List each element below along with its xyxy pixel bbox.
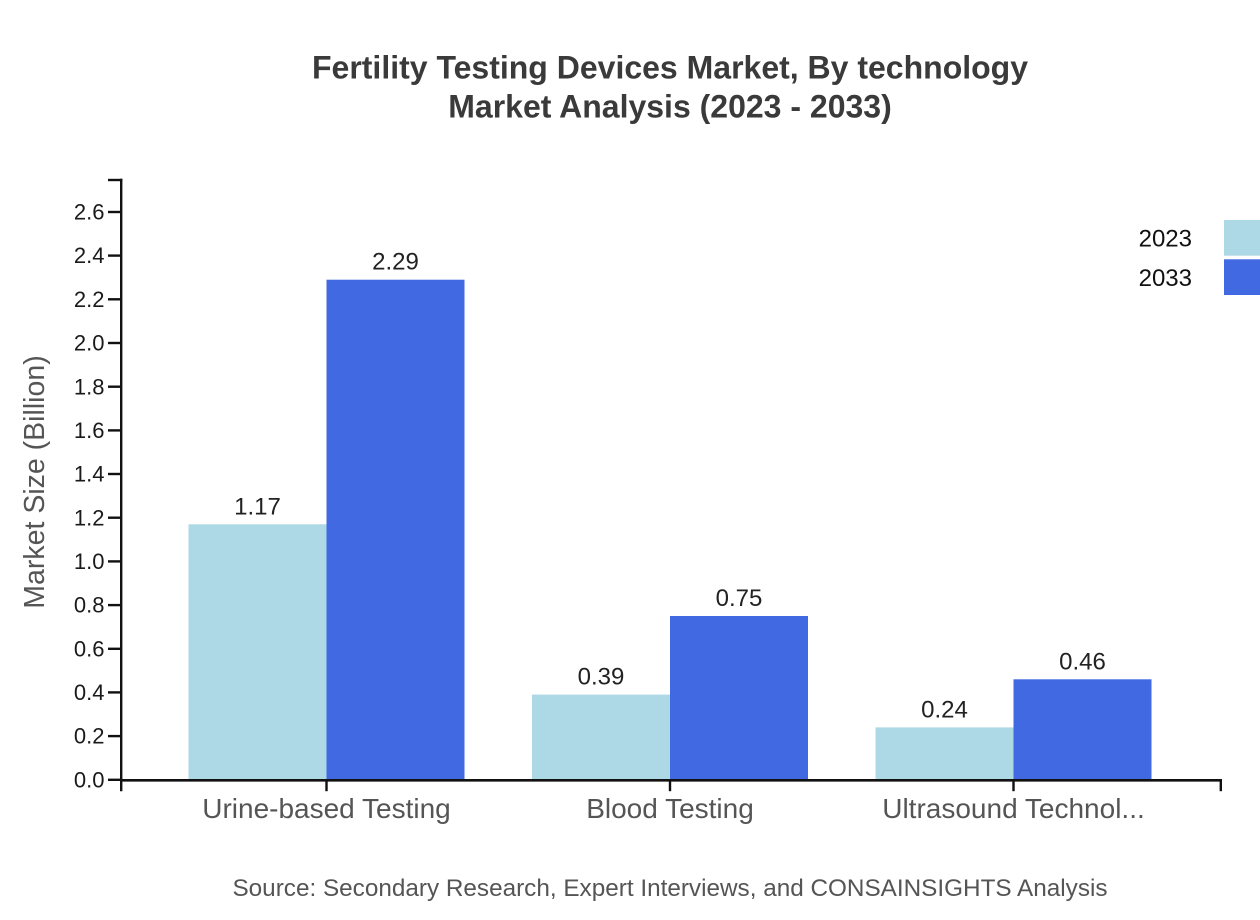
svg-text:2.29: 2.29 xyxy=(372,249,419,276)
svg-text:2.4: 2.4 xyxy=(74,243,105,268)
svg-text:2.2: 2.2 xyxy=(74,287,105,312)
svg-text:0.75: 0.75 xyxy=(716,585,763,612)
svg-text:2.6: 2.6 xyxy=(74,200,105,225)
svg-text:Market Analysis (2023 - 2033): Market Analysis (2023 - 2033) xyxy=(448,89,892,125)
svg-text:2.0: 2.0 xyxy=(74,331,105,356)
svg-text:1.4: 1.4 xyxy=(74,462,105,487)
svg-text:Blood Testing: Blood Testing xyxy=(586,793,754,824)
svg-text:0.39: 0.39 xyxy=(578,664,625,691)
svg-text:0.6: 0.6 xyxy=(74,636,105,661)
svg-text:1.2: 1.2 xyxy=(74,505,105,530)
svg-text:Ultrasound Technol...: Ultrasound Technol... xyxy=(882,793,1145,824)
svg-text:0.46: 0.46 xyxy=(1059,648,1106,675)
svg-text:1.0: 1.0 xyxy=(74,549,105,574)
svg-text:Fertility Testing Devices Mark: Fertility Testing Devices Market, By tec… xyxy=(312,50,1028,86)
svg-text:0.0: 0.0 xyxy=(74,767,105,792)
svg-text:Market Size (Billion): Market Size (Billion) xyxy=(19,355,51,608)
svg-text:1.6: 1.6 xyxy=(74,418,105,443)
svg-text:0.2: 0.2 xyxy=(74,724,105,749)
svg-text:0.4: 0.4 xyxy=(74,680,105,705)
svg-text:1.8: 1.8 xyxy=(74,374,105,399)
svg-text:1.17: 1.17 xyxy=(234,493,281,520)
svg-text:2023: 2023 xyxy=(1139,225,1192,252)
svg-text:2033: 2033 xyxy=(1139,265,1192,292)
svg-text:0.24: 0.24 xyxy=(921,696,968,723)
svg-text:0.8: 0.8 xyxy=(74,593,105,618)
svg-text:Source: Secondary Research, Ex: Source: Secondary Research, Expert Inter… xyxy=(232,875,1107,902)
svg-text:Urine-based Testing: Urine-based Testing xyxy=(202,793,451,824)
